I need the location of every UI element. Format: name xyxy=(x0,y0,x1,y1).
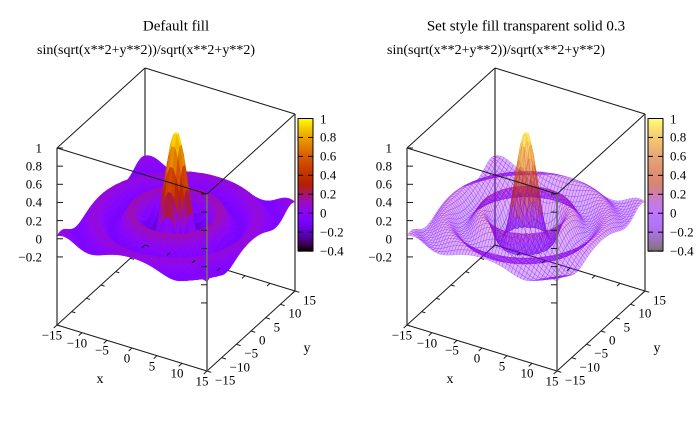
surface-plots-canvas xyxy=(0,0,700,440)
gnuplot-3d-surface-figure: Default fill sin(sqrt(x**2+y**2))/sqrt(x… xyxy=(0,0,700,440)
